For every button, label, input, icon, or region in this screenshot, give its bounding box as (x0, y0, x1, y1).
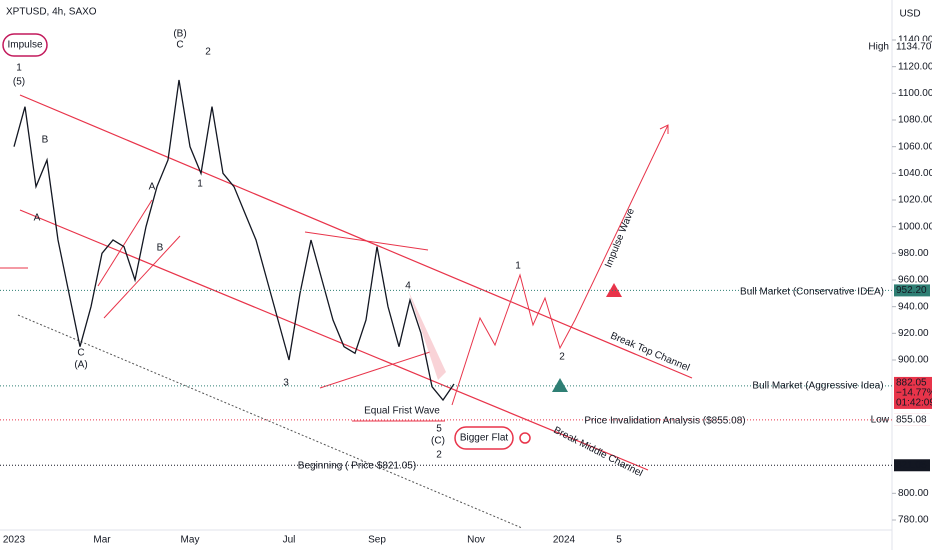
annotation: 1 (197, 179, 203, 190)
bulb-icon (519, 432, 531, 444)
x-tick-label: Nov (467, 535, 485, 546)
bottom-channel (17, 314, 523, 529)
abc-channel (97, 199, 153, 287)
price-badge-label: 952.20 (896, 285, 927, 296)
y-tick-label: 900.00 (898, 355, 929, 366)
last-price-badge (894, 376, 932, 409)
x-tick-label: 2024 (553, 535, 576, 546)
price-badge (894, 413, 930, 426)
abc-channel (103, 235, 181, 319)
projection-arrow (659, 124, 669, 134)
annotation-badge (2, 33, 48, 57)
annotation: A (149, 182, 156, 193)
annotation: (5) (13, 77, 25, 88)
annotation: Price Invalidation Analysis ($855.08) (584, 416, 745, 427)
wave-zone (408, 290, 446, 380)
last-price-change: −14.77% (896, 388, 932, 399)
last-price-label: 882.05 (896, 378, 927, 389)
price-badge-label: 1134.70 (896, 42, 932, 53)
annotation: C (176, 40, 183, 51)
price-badge (894, 284, 930, 297)
y-tick-label: 1060.00 (898, 141, 932, 152)
chart-title: XPTUSD, 4h, SAXO (6, 7, 97, 18)
top-channel (19, 94, 693, 379)
y-tick-label: 1000.00 (898, 221, 932, 232)
annotation: Equal Frist Wave (364, 406, 440, 417)
x-tick-label: Jul (283, 535, 296, 546)
y-tick-label: 1120.00 (898, 61, 932, 72)
annotation: (B) (173, 29, 186, 40)
y-tick-label: 940.00 (898, 301, 929, 312)
x-tick-label: 2023 (3, 535, 26, 546)
warning-icon (606, 283, 622, 297)
y-tick-label: 960.00 (898, 275, 929, 286)
annotation: 4 (405, 281, 411, 292)
price-badge (894, 459, 930, 472)
projection (451, 124, 669, 406)
flat-line (304, 231, 429, 251)
y-tick-label: 1100.00 (898, 88, 932, 99)
annotation: B (157, 243, 164, 254)
annotation: A (34, 213, 41, 224)
y-tick-label: 1040.00 (898, 168, 932, 179)
annotation: (C) (431, 436, 445, 447)
annotation: 1 (515, 261, 521, 272)
price-badge-label: 821.05 (896, 460, 927, 471)
y-tick-label: 980.00 (898, 248, 929, 259)
middle-channel (19, 209, 649, 471)
x-tick-label: 5 (616, 535, 622, 546)
annotation: 2 (205, 47, 211, 58)
x-tick-label: Mar (93, 535, 111, 546)
annotation: (A) (74, 360, 87, 371)
y-tick-label: 1020.00 (898, 195, 932, 206)
y-tick-label: 800.00 (898, 488, 929, 499)
flat-line (319, 351, 431, 389)
price-line (13, 79, 455, 402)
annotation: 2 (559, 352, 565, 363)
annotation: Impulse (7, 40, 42, 51)
annotation: 1 (16, 63, 22, 74)
x-tick-label: May (181, 535, 200, 546)
annotation: B (42, 135, 49, 146)
y-tick-label: 1140.00 (898, 35, 932, 46)
annotation: Bigger Flat (460, 433, 509, 444)
annotation: Bull Market (Conservative IDEA) (740, 287, 884, 298)
last-price-countdown: 01:42:09 (896, 398, 932, 409)
price-badge-tag: High (868, 42, 889, 53)
annotation-badge (454, 426, 514, 450)
annotation: 2 (436, 450, 442, 461)
annotation: Bull Market (Aggressive Idea) (752, 381, 883, 392)
annotation: 5 (436, 424, 442, 435)
price-badge-label: 855.08 (896, 415, 927, 426)
x-tick-label: Sep (368, 535, 386, 546)
annotation: C (77, 348, 84, 359)
y-tick-label: 1080.00 (898, 115, 932, 126)
y-tick-label: 780.00 (898, 515, 929, 526)
annotation: 3 (283, 378, 289, 389)
y-tick-label: 920.00 (898, 328, 929, 339)
price-badge-tag: Low (871, 415, 890, 426)
annotation: Beginning ( Price $821.05) (298, 461, 416, 472)
currency: USD (899, 9, 920, 20)
warning-icon (552, 378, 568, 392)
price-badge (894, 41, 930, 54)
